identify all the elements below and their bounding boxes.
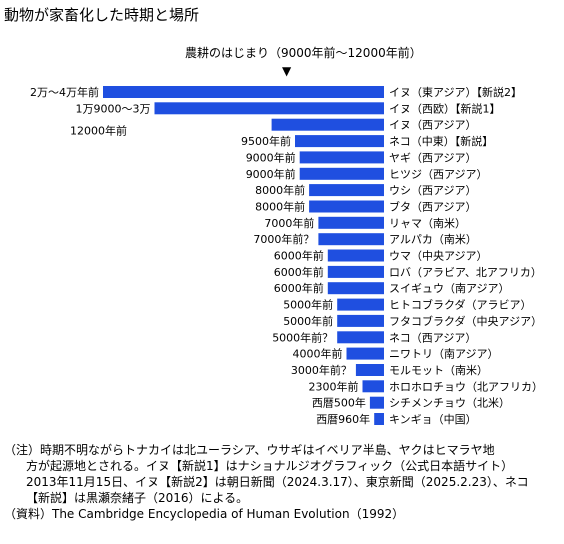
bar [346,347,384,360]
note-line: （注）時期不明ながらトナカイは北ユーラシア、ウサギはイベリア半島、ヤクはヒマラヤ… [4,443,495,457]
bar-period-label: 6000年前 [274,281,324,295]
bar-category-label: リャマ（南米） [389,217,466,230]
bar [327,265,384,278]
bar-category-label: キンギョ（中国） [389,413,477,426]
bar [299,151,384,164]
bar [299,167,384,180]
bar-period-label: 4000年前 [293,347,343,361]
bar-period-label: 6000年前 [274,265,324,279]
bar-category-label: シチメンチョウ（北米） [389,397,510,410]
bar [337,314,384,327]
bar [103,86,384,98]
bar-category-label: ヒツジ（西アジア） [389,168,488,181]
agriculture-annotation: 農耕のはじまり（9000年前〜12000年前） [185,46,422,60]
bar-category-label: フタコブラクダ（中央アジア） [389,314,542,328]
bar-period-label: 3000年前？ [291,363,352,377]
bar-category-label: ネコ（西アジア） [389,331,476,344]
source-line: （資料）The Cambridge Encyclopedia of Human … [4,507,405,521]
bar [374,413,384,425]
bar-category-label: モルモット（南米） [389,364,488,377]
bar-period-label: 1万9000〜3万 [76,102,151,115]
bar-period-label: 2300年前 [309,379,359,393]
bar-period-label: 9500年前 [241,134,291,148]
bar-category-label: ウシ（西アジア） [389,184,477,197]
bar [309,200,384,213]
bar-period-label: 9000年前 [246,167,296,181]
bar-category-label: アルパカ（南米） [389,233,477,246]
bar-category-label: ブタ（西アジア） [389,200,477,214]
notes-block: （注）時期不明ながらトナカイは北ユーラシア、ウサギはイベリア半島、ヤクはヒマラヤ… [4,442,560,522]
bar-period-label: 西暦960年 [316,412,370,426]
bar-period-label: 5000年前？ [272,330,333,344]
bar-category-label: スイギュウ（南アジア） [389,282,510,295]
bar-period-label: 8000年前 [255,183,305,197]
bar [355,364,384,376]
bar-category-label: ホロホロチョウ（北アフリカ） [389,380,543,393]
bar [327,282,384,295]
bar [369,396,384,409]
bar [154,102,384,115]
bar-period-label: 2万〜4万年前 [30,85,99,99]
bar [318,216,384,229]
down-triangle-icon: ▼ [282,64,292,78]
bar [318,233,384,246]
bar [362,380,384,393]
bar-category-label: ニワトリ（南アジア） [389,348,499,361]
bar [295,135,384,148]
bar-period-label: 9000年前 [246,150,296,164]
bar-category-label: ヒトコブラクダ（アラビア） [389,298,532,312]
bar-period-label: 8000年前 [255,200,305,214]
bar-category-label: イヌ（西欧）【新説1】 [389,101,501,115]
bar-category-label: ウマ（中央アジア） [389,250,488,263]
bar [337,298,384,311]
bar [337,331,384,344]
chart-title: 動物が家畜化した時期と場所 [4,6,200,24]
bar-category-label: イヌ（西アジア） [389,119,477,132]
bar-period-label: 12000年前 [70,124,127,138]
bar-period-label: 7000年前 [264,216,314,230]
bar [309,184,384,197]
note-line: 方が起源地とされる。イヌ【新説1】はナショナルジオグラフィック（公式日本語サイト… [26,459,514,473]
bar-period-label: 6000年前 [274,249,324,263]
bar-category-label: イヌ（東アジア）【新説2】 [389,85,522,99]
bar-period-label: 5000年前 [283,314,333,328]
bar-period-label: 西暦500年 [312,396,366,410]
bar-category-label: ネコ（中東）【新説】 [389,134,493,148]
bar-category-label: ヤギ（西アジア） [389,151,477,164]
bar-period-label: 7000年前？ [253,232,314,246]
note-line: 【新説】は黒瀬奈緒子（2016）による。 [26,491,249,505]
bar-period-label: 5000年前 [283,298,333,312]
bar [327,249,384,262]
bar-category-label: ロバ（アラビア、北アフリカ） [389,266,542,279]
note-line: 2013年11月15日、イヌ【新説2】は朝日新聞（2024.3.17）、東京新聞… [26,475,529,489]
bar [271,118,384,131]
